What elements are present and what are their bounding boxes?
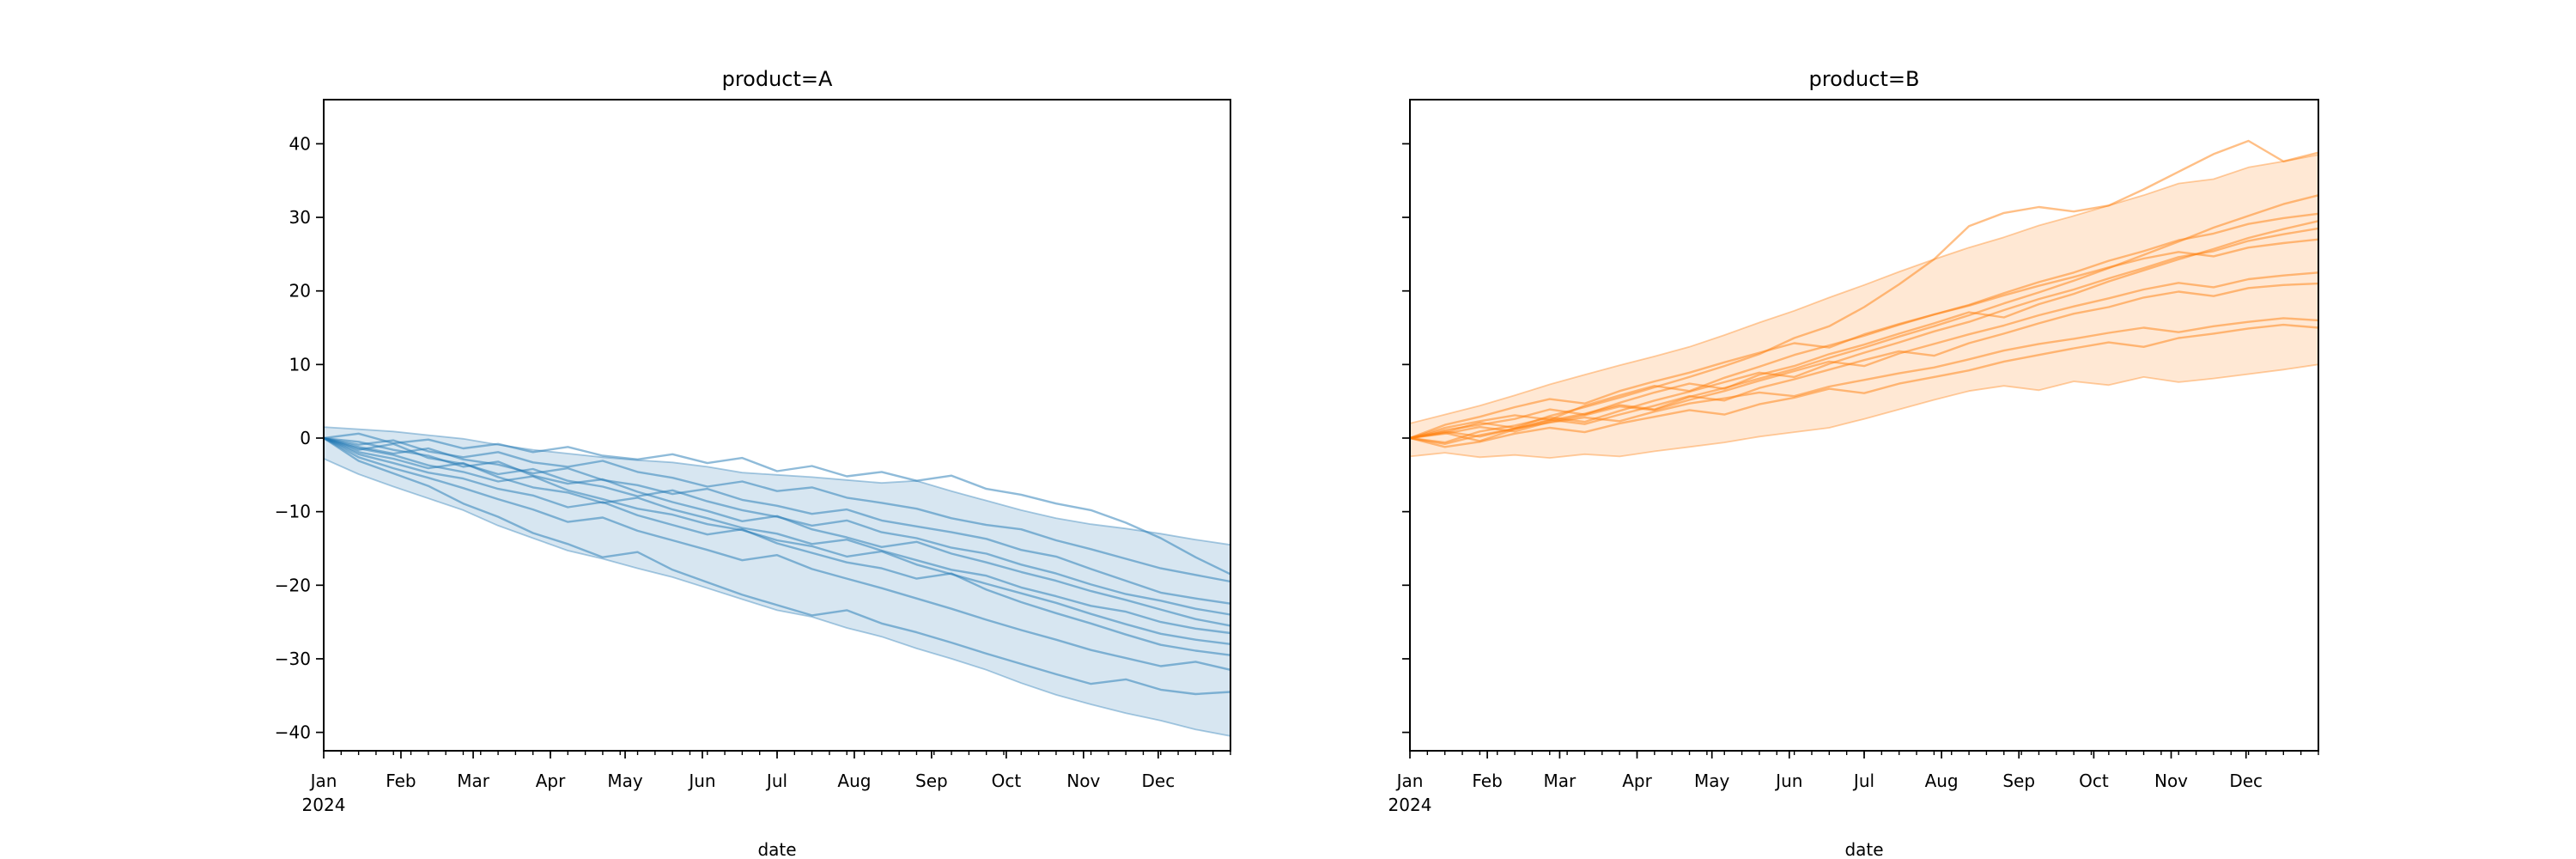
- x-tick-year-label: 2024: [1388, 795, 1432, 815]
- series-line: [323, 436, 1231, 627]
- facet-title-b: product=B: [1809, 67, 1920, 91]
- series-line: [323, 432, 1231, 576]
- x-axis-label-b: date: [1844, 839, 1883, 859]
- x-tick-label: May: [1694, 771, 1730, 791]
- series-line: [1409, 323, 2319, 448]
- series-line: [323, 436, 1231, 605]
- series-line: [323, 436, 1231, 645]
- x-tick-label: Aug: [1925, 771, 1959, 791]
- y-tick-label: 0: [300, 428, 311, 448]
- y-tick-label: −40: [275, 722, 311, 743]
- series-line: [323, 436, 1231, 671]
- x-tick-label: May: [607, 771, 643, 791]
- x-tick-label: Jul: [765, 771, 787, 791]
- x-tick-label: Nov: [2154, 771, 2188, 791]
- x-tick-label: Nov: [1066, 771, 1100, 791]
- x-tick-label: Mar: [1544, 771, 1577, 791]
- x-tick-label: Oct: [2079, 771, 2109, 791]
- x-tick-label: Apr: [1622, 771, 1652, 791]
- x-tick-label: Jun: [1774, 771, 1802, 791]
- x-tick-label: Dec: [2229, 771, 2263, 791]
- envelope-band: [323, 426, 1231, 737]
- x-tick-label: Apr: [536, 771, 566, 791]
- series-line: [323, 436, 1231, 696]
- x-tick-label: Jun: [687, 771, 715, 791]
- y-tick-label: −20: [275, 575, 311, 595]
- x-tick-label: Jan: [309, 771, 337, 791]
- series-line: [1409, 317, 2319, 440]
- series-line: [1409, 212, 2319, 440]
- x-tick-label: Feb: [386, 771, 416, 791]
- facet-title-a: product=A: [722, 67, 833, 91]
- x-tick-label: Sep: [2002, 771, 2035, 791]
- series-line: [1409, 220, 2319, 440]
- y-tick-label: 30: [289, 207, 311, 228]
- series-line: [1409, 271, 2319, 440]
- x-tick-label: Jan: [1395, 771, 1424, 791]
- x-tick-label: Mar: [457, 771, 490, 791]
- y-tick-label: −30: [275, 649, 311, 669]
- x-tick-year-label: 2024: [302, 795, 346, 815]
- series-line: [323, 436, 1231, 635]
- plot-area-b: Jan 2024 Feb Mar Apr May Jun Jul Aug Sep Oct Nov Dec: [1388, 99, 2319, 815]
- x-tick-label: Sep: [915, 771, 948, 791]
- series-line: [1409, 238, 2319, 440]
- y-tick-label: 10: [289, 354, 311, 375]
- series-line: [323, 436, 1231, 656]
- y-tick-label: 40: [289, 133, 311, 154]
- y-tick-label: −10: [275, 502, 311, 522]
- series-line: [323, 436, 1231, 583]
- x-tick-label: Jul: [1852, 771, 1874, 791]
- facet-panel-product-a: 40 30 20 10 0 −10 −20 −30 −40 Jan 2024 Feb Mar Apr May…: [275, 67, 1231, 859]
- series-line: [1409, 139, 2319, 440]
- y-tick-label: 20: [289, 281, 311, 302]
- x-axis-label-a: date: [757, 839, 796, 859]
- x-tick-label: Aug: [837, 771, 871, 791]
- x-tick-label: Oct: [992, 771, 1022, 791]
- plot-area-a: 40 30 20 10 0 −10 −20 −30 −40 Jan 2024 Feb Mar Apr May…: [275, 99, 1231, 815]
- x-tick-label: Dec: [1142, 771, 1176, 791]
- x-tick-label: Feb: [1472, 771, 1502, 791]
- facet-panel-product-b: Jan 2024 Feb Mar Apr May Jun Jul Aug Sep Oct Nov Dec…: [1388, 67, 2319, 859]
